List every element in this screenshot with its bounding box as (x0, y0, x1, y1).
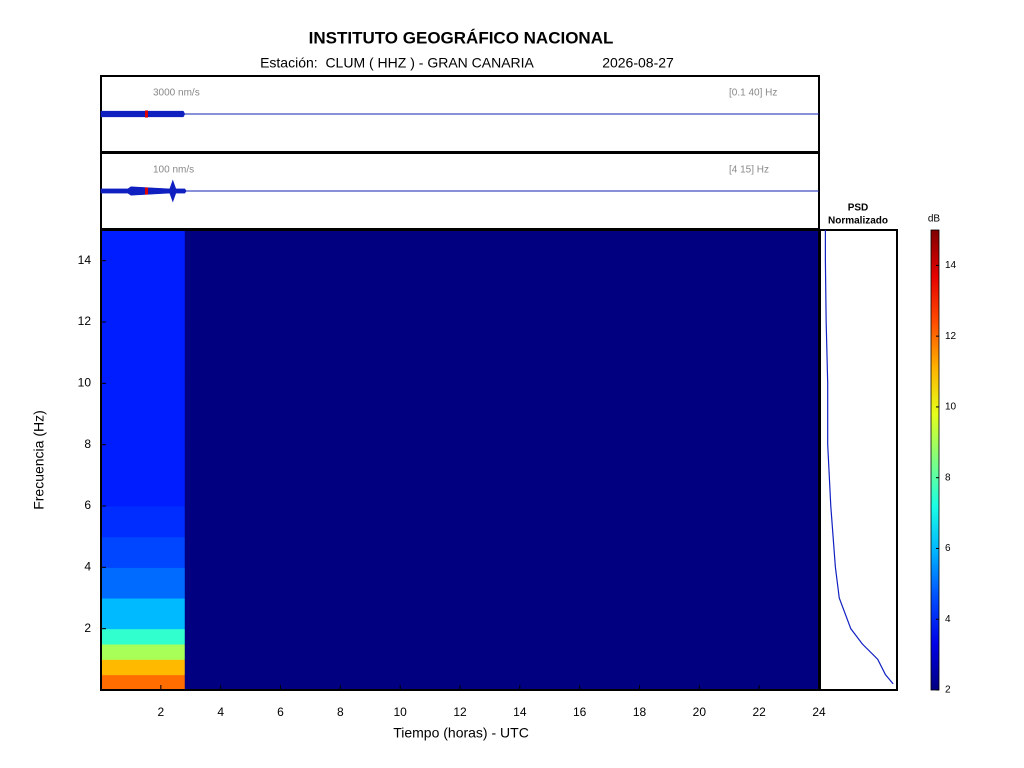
spectrogram-cell (101, 536, 186, 568)
spectrogram-cell (101, 230, 186, 323)
y-axis-label: Frecuencia (Hz) (31, 410, 47, 510)
spectrogram-cell (101, 506, 186, 538)
x-axis-label: Tiempo (horas) - UTC (393, 725, 529, 741)
spectrogram-cell (101, 598, 186, 630)
x-tick-label: 14 (513, 705, 527, 719)
x-tick-label: 8 (337, 705, 344, 719)
y-tick-label: 6 (84, 498, 91, 512)
y-tick-label: 10 (78, 376, 92, 390)
spectrogram-cell (101, 628, 186, 645)
y-tick-label: 4 (84, 560, 91, 574)
trace-envelope (100, 110, 819, 118)
y-tick-label: 12 (78, 314, 92, 328)
spectrogram-cell (184, 644, 820, 660)
spectrogram-cell (101, 322, 186, 384)
spectrogram-cell (101, 674, 186, 691)
x-tick-label: 16 (573, 705, 587, 719)
spectrogram-cell (184, 444, 820, 507)
psd-frame (819, 229, 898, 691)
colorbar-label: dB (928, 214, 941, 225)
spectrogram-cell (184, 598, 820, 630)
colorbar-tick-label: 10 (945, 402, 957, 413)
spectrogram-cell (101, 659, 186, 676)
spectrogram-cell (184, 506, 820, 538)
x-tick-label: 22 (752, 705, 766, 719)
band-label: [0.1 40] Hz (729, 88, 777, 99)
scale-label: 100 nm/s (153, 165, 194, 176)
colorbar-tick-label: 14 (945, 260, 957, 271)
psd-line (824, 230, 894, 685)
chart-title: INSTITUTO GEOGRÁFICO NACIONAL (309, 28, 614, 47)
band-label: [4 15] Hz (729, 165, 769, 176)
date: 2026-08-27 (602, 55, 674, 71)
colorbar-tick-label: 2 (945, 685, 951, 696)
y-tick-label: 2 (84, 621, 91, 635)
x-tick-label: 24 (812, 705, 826, 719)
x-tick-label: 6 (277, 705, 284, 719)
x-tick-label: 18 (633, 705, 647, 719)
spectrogram-cell (184, 674, 820, 691)
x-tick-label: 20 (693, 705, 707, 719)
spectrogram-cell (101, 444, 186, 507)
psd-title: PSD (848, 203, 869, 214)
spectrogram-cell (101, 644, 186, 660)
spectrogram-cell (184, 567, 820, 599)
colorbar (930, 229, 940, 691)
colorbar-tick-label: 12 (945, 331, 957, 342)
y-tick-label: 14 (78, 253, 92, 267)
colorbar-tick-label: 8 (945, 472, 951, 483)
spectrogram-cell (184, 628, 820, 645)
x-tick-label: 4 (217, 705, 224, 719)
x-tick-label: 10 (393, 705, 407, 719)
subtitle: Estación: CLUM ( HHZ ) - GRAN CANARIA (260, 55, 534, 71)
trace-envelope (100, 179, 819, 203)
x-tick-label: 12 (453, 705, 467, 719)
psd-title: Normalizado (828, 216, 888, 227)
spectrogram-cell (184, 536, 820, 568)
spectrogram-cell (101, 567, 186, 599)
colorbar-tick-label: 4 (945, 614, 951, 625)
spectrogram-cell (184, 659, 820, 676)
y-tick-label: 8 (84, 437, 91, 451)
colorbar-tick-label: 6 (945, 543, 951, 554)
spectrogram-cell (184, 230, 820, 323)
scale-bar (145, 110, 148, 118)
scale-bar (145, 187, 148, 195)
x-tick-label: 2 (157, 705, 164, 719)
scale-label: 3000 nm/s (153, 88, 200, 99)
spectrogram-cell (101, 383, 186, 446)
spectrogram-cell (184, 322, 820, 384)
spectrogram-cell (184, 383, 820, 446)
